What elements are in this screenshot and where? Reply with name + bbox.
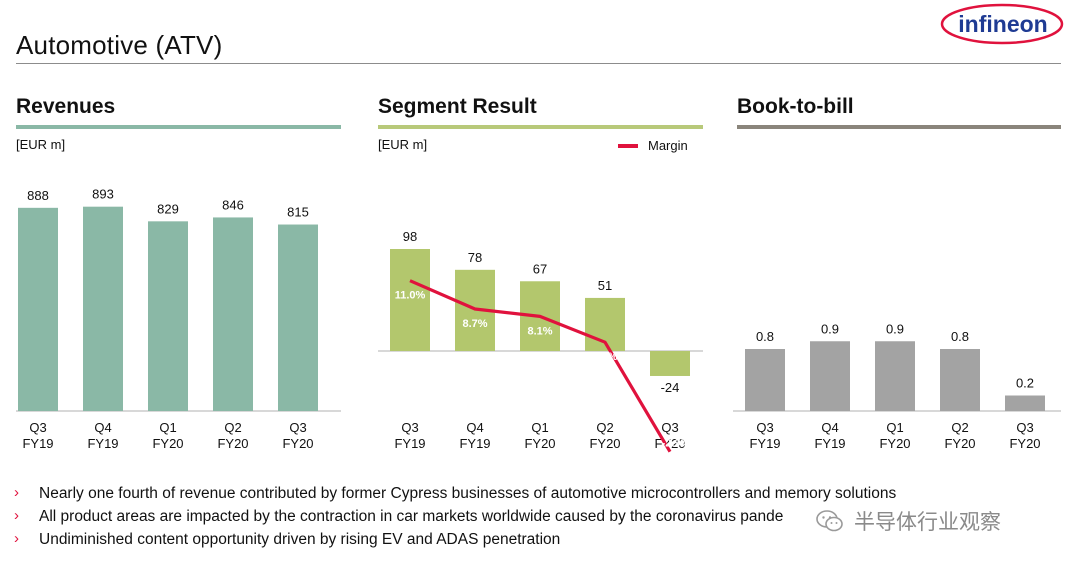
margin-label: 6.0% — [592, 351, 617, 363]
revenue-value-label: 846 — [222, 197, 244, 212]
revenues-unit: [EUR m] — [16, 137, 66, 152]
margin-label: 8.7% — [462, 318, 487, 330]
btb-category-label: Q1 — [886, 420, 903, 435]
btb-value-label: 0.9 — [821, 321, 839, 336]
revenue-value-label: 893 — [92, 187, 114, 202]
revenue-category-label: Q1 — [159, 420, 176, 435]
revenue-category-label: FY19 — [22, 436, 53, 451]
bullet-text: Undiminished content opportunity driven … — [39, 531, 561, 548]
bullet-text: Nearly one fourth of revenue contributed… — [39, 485, 897, 502]
revenue-category-label: Q3 — [29, 420, 46, 435]
revenue-category-label: FY19 — [87, 436, 118, 451]
revenue-category-label: Q2 — [224, 420, 241, 435]
revenue-category-label: FY20 — [217, 436, 248, 451]
revenue-bar — [213, 217, 253, 411]
bullet-text: All product areas are impacted by the co… — [39, 508, 784, 525]
infineon-logo: infineon — [940, 3, 1064, 45]
btb-category-label: Q4 — [821, 420, 838, 435]
revenue-value-label: 815 — [287, 205, 309, 220]
btb-bar — [745, 349, 785, 411]
btb-category-label: Q2 — [951, 420, 968, 435]
bullet-marker: › — [14, 484, 19, 501]
btb-value-label: 0.8 — [756, 329, 774, 344]
segment-value-label: 78 — [468, 250, 482, 265]
margin-legend: Margin — [618, 138, 688, 153]
segment-bar — [650, 351, 690, 376]
segment-category-label: Q3 — [401, 420, 418, 435]
btb-category-label: FY19 — [814, 436, 845, 451]
segment-value-label: 98 — [403, 229, 417, 244]
segment-unit: [EUR m] — [378, 137, 428, 152]
segment-value-label: 51 — [598, 278, 612, 293]
btb-bar — [810, 341, 850, 411]
segment-category-label: FY20 — [589, 436, 620, 451]
btb-title-rule — [737, 125, 1061, 129]
title-divider — [16, 63, 1061, 64]
revenue-category-label: FY20 — [152, 436, 183, 451]
revenues-title-rule — [16, 125, 341, 129]
revenue-bar — [18, 207, 58, 411]
revenue-bar — [148, 221, 188, 411]
btb-category-label: FY20 — [944, 436, 975, 451]
watermark-text: 半导体行业观察 — [854, 511, 1001, 534]
margin-label: 11.0% — [395, 290, 426, 302]
bullet-marker: › — [14, 530, 19, 547]
segment-value-label: -24 — [661, 380, 680, 395]
btb-bar — [1005, 395, 1045, 411]
margin-line — [409, 279, 672, 453]
watermark: 半导体行业观察 — [810, 504, 1007, 538]
segment-category-label: FY19 — [459, 436, 490, 451]
btb-category-label: FY20 — [879, 436, 910, 451]
margin-legend-label: Margin — [648, 138, 688, 153]
btb-category-label: FY19 — [749, 436, 780, 451]
segment-title: Segment Result — [378, 95, 537, 118]
btb-bar — [940, 349, 980, 411]
wechat-icon — [816, 510, 843, 532]
btb-category-label: Q3 — [756, 420, 773, 435]
segment-category-label: Q3 — [661, 420, 678, 435]
segment-value-label: 67 — [533, 261, 547, 276]
revenue-value-label: 829 — [157, 201, 179, 216]
btb-bar — [875, 341, 915, 411]
btb-value-label: 0.9 — [886, 321, 904, 336]
segment-category-label: Q2 — [596, 420, 613, 435]
segment-category-label: Q1 — [531, 420, 548, 435]
bullet-marker: › — [14, 507, 19, 524]
revenue-category-label: Q4 — [94, 420, 111, 435]
btb-value-label: 0.2 — [1016, 376, 1034, 391]
segment-title-rule — [378, 125, 703, 129]
btb-value-label: 0.8 — [951, 329, 969, 344]
revenue-value-label: 888 — [27, 188, 49, 203]
btb-category-label: Q3 — [1016, 420, 1033, 435]
margin-label: 8.1% — [527, 325, 552, 337]
logo-text: infineon — [958, 11, 1047, 37]
revenue-category-label: FY20 — [282, 436, 313, 451]
revenues-title: Revenues — [16, 95, 116, 118]
margin-label: -2.9% — [662, 438, 691, 450]
revenue-category-label: Q3 — [289, 420, 306, 435]
revenue-bar — [278, 224, 318, 411]
segment-bar — [390, 249, 430, 351]
revenue-bar — [83, 206, 123, 411]
btb-category-label: FY20 — [1009, 436, 1040, 451]
segment-category-label: FY19 — [394, 436, 425, 451]
segment-category-label: Q4 — [466, 420, 483, 435]
margin-legend-swatch — [618, 143, 638, 148]
btb-title: Book-to-bill — [737, 95, 854, 118]
segment-category-label: FY20 — [524, 436, 555, 451]
page-title: Automotive (ATV) — [16, 30, 223, 60]
